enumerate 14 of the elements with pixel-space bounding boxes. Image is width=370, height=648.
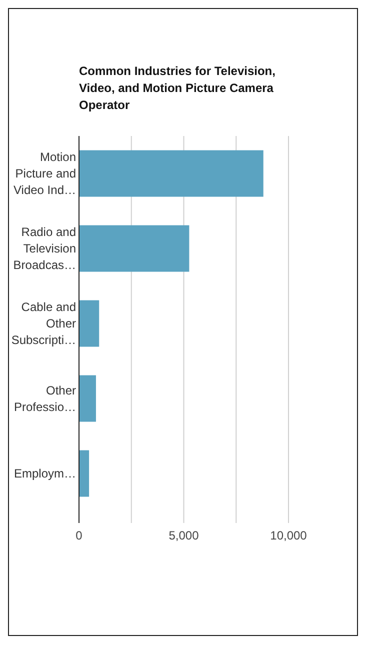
- y-tick-label: Employm…: [14, 466, 76, 481]
- y-tick-label: Radio and Television Broadcas…: [13, 225, 76, 272]
- bar: [79, 300, 100, 347]
- x-tick-label: 10,000: [270, 528, 308, 543]
- bar: [79, 450, 90, 497]
- bar: [79, 225, 190, 272]
- x-tick-label: 0: [76, 528, 83, 543]
- chart-title: Common Industries for Television, Video, and Motion Picture Camera Operator: [79, 64, 276, 112]
- y-tick-label: Motion Picture and Video Ind…: [14, 150, 76, 198]
- y-tick-label: Cable and Other Subscripti…: [11, 300, 76, 348]
- y-tick-label: Other Professio…: [14, 383, 76, 414]
- bar: [79, 375, 96, 422]
- bar: [79, 150, 264, 197]
- x-tick-label: 5,000: [168, 528, 200, 543]
